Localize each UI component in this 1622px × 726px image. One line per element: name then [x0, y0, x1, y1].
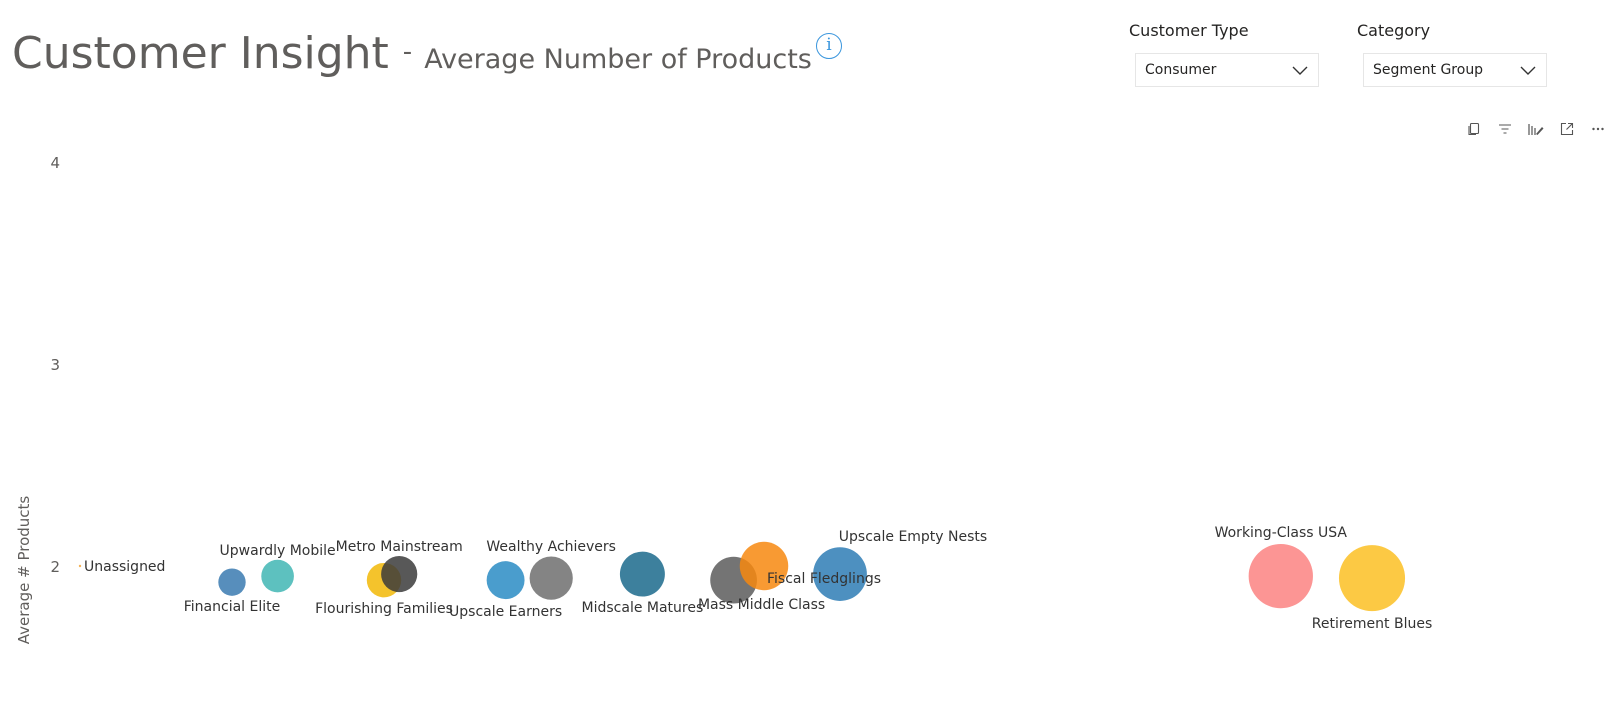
data-label: Wealthy Achievers — [486, 539, 616, 555]
data-label: Working-Class USA — [1215, 525, 1348, 541]
y-tick-label: 2 — [50, 558, 60, 576]
data-point[interactable] — [218, 568, 246, 596]
title-main: Customer Insight — [12, 28, 389, 79]
data-label: Flourishing Families — [315, 601, 453, 617]
copy-icon[interactable] — [1464, 119, 1484, 139]
data-point[interactable] — [261, 559, 294, 593]
customer-type-label: Customer Type — [1129, 21, 1249, 40]
more-options-icon[interactable] — [1588, 119, 1608, 139]
data-label: Retirement Blues — [1312, 616, 1433, 632]
info-icon[interactable]: i — [816, 33, 842, 59]
data-label: Upscale Empty Nests — [839, 529, 987, 545]
category-slicer: Category Segment Group — [1357, 21, 1547, 87]
data-point[interactable] — [529, 556, 573, 600]
customer-type-slicer: Customer Type Consumer — [1129, 21, 1319, 87]
data-label: Midscale Matures — [582, 600, 704, 616]
data-point[interactable] — [813, 547, 867, 601]
customer-type-value: Consumer — [1145, 62, 1217, 78]
chevron-down-icon — [1520, 66, 1536, 75]
data-label: Financial Elite — [184, 599, 280, 615]
category-value: Segment Group — [1373, 62, 1484, 78]
chevron-down-icon — [1292, 66, 1308, 75]
data-label: Upscale Earners — [449, 604, 562, 620]
category-dropdown[interactable]: Segment Group — [1363, 53, 1547, 87]
y-tick-label: 3 — [50, 356, 60, 374]
data-point[interactable] — [486, 561, 525, 600]
format-visual-icon[interactable] — [1526, 119, 1546, 139]
customer-type-dropdown[interactable]: Consumer — [1135, 53, 1319, 87]
data-point[interactable] — [381, 556, 418, 593]
data-label: Unassigned — [84, 559, 165, 575]
title-subtitle: Average Number of Products — [424, 44, 812, 75]
data-label: Upwardly Mobile — [220, 543, 336, 559]
data-point[interactable] — [1338, 545, 1406, 612]
data-point[interactable] — [78, 564, 82, 568]
category-label: Category — [1357, 21, 1431, 40]
title-separator: - — [402, 37, 413, 67]
data-point[interactable] — [1248, 543, 1313, 609]
visual-header-toolbar — [1464, 119, 1608, 139]
data-point[interactable] — [739, 541, 789, 591]
filter-icon[interactable] — [1495, 119, 1515, 139]
page-title: Customer Insight - Average Number of Produ… — [12, 26, 812, 86]
data-point[interactable] — [619, 551, 665, 597]
y-tick-label: 4 — [50, 154, 60, 172]
data-label: Mass Middle Class — [698, 597, 825, 613]
focus-mode-icon[interactable] — [1557, 119, 1577, 139]
data-label: Metro Mainstream — [336, 539, 463, 555]
data-label: Fiscal Fledglings — [767, 571, 881, 587]
